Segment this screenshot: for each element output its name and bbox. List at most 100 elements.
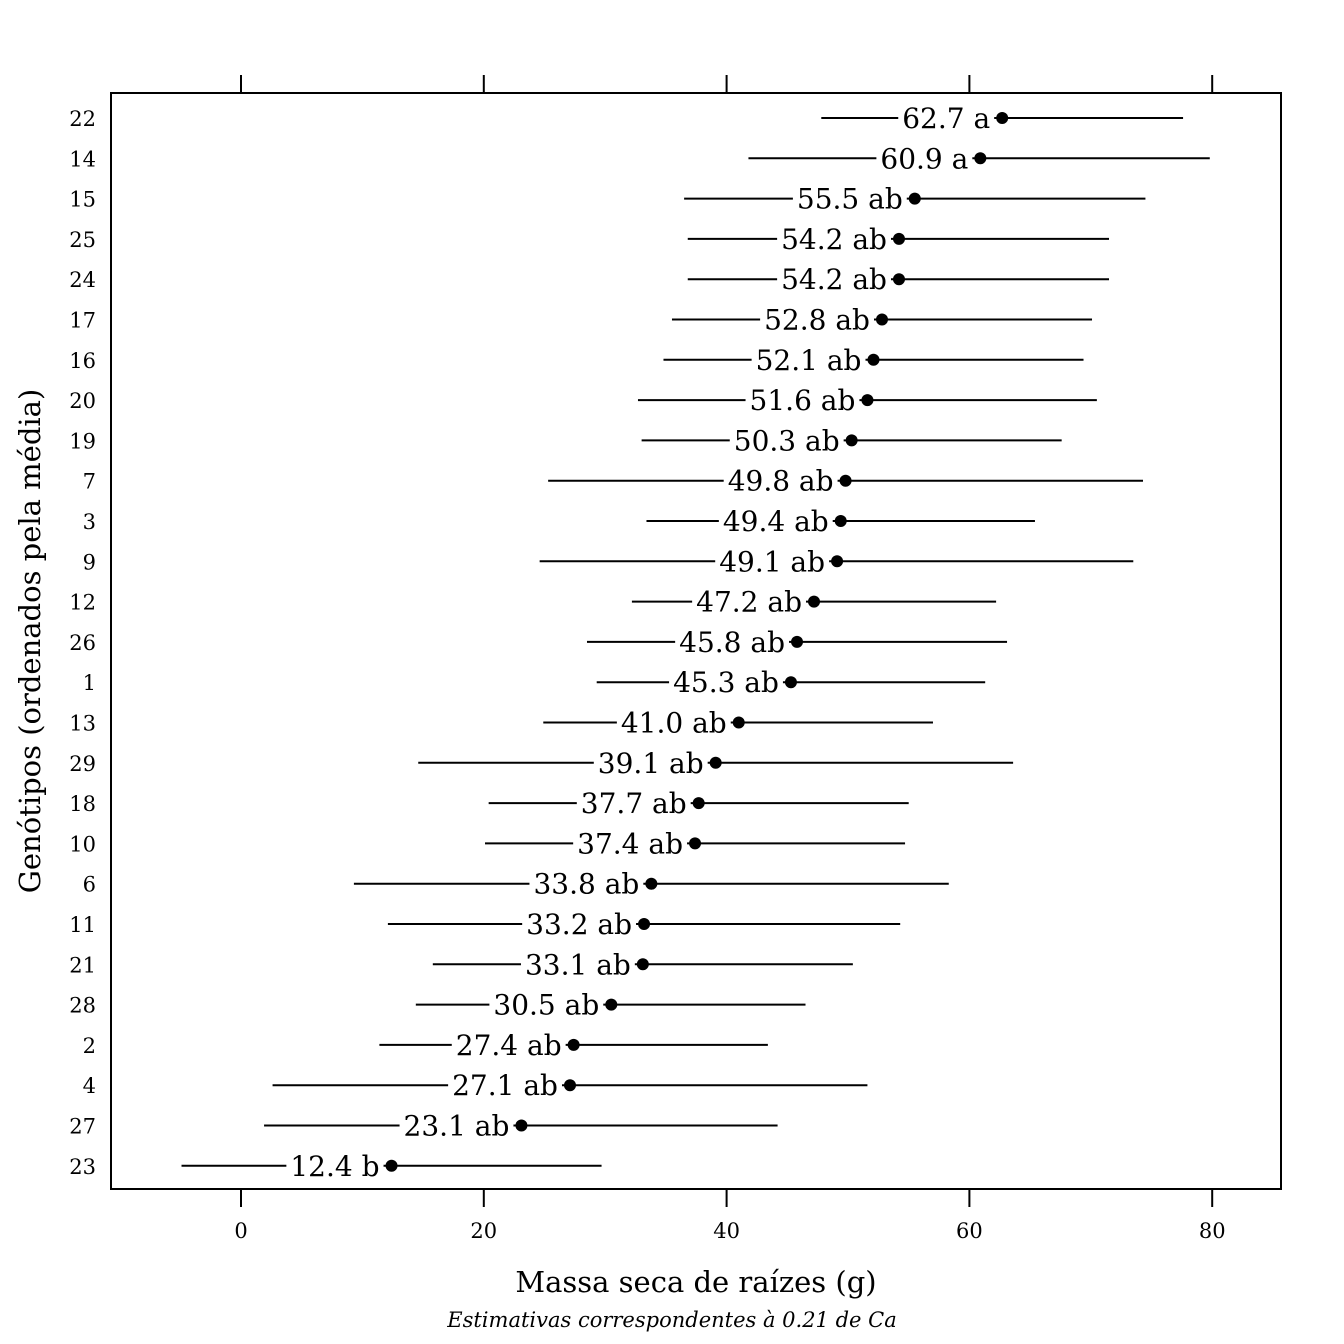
mean-point [638, 918, 651, 930]
mean-point [645, 877, 658, 890]
y-tick-label: 23 [69, 1155, 96, 1179]
y-tick-label: 24 [69, 268, 96, 292]
mean-point [831, 555, 844, 568]
mean-label: 39.1 ab [598, 747, 704, 780]
y-tick-label: 4 [83, 1074, 96, 1098]
plot-frame [110, 92, 1282, 1190]
mean-label-background [489, 1001, 604, 1008]
mean-label-background [876, 155, 973, 162]
mean-point [692, 797, 705, 810]
top-axis [240, 75, 1214, 93]
mean-label: 49.1 ab [719, 545, 825, 578]
x-axis-title: Massa seca de raízes (g) [515, 1265, 876, 1299]
y-tick-label: 11 [69, 913, 96, 937]
mean-label-background [898, 115, 995, 121]
y-tick-label: 18 [69, 792, 96, 816]
y-tick-label: 25 [69, 228, 96, 252]
mean-label: 45.3 ab [673, 666, 779, 699]
mean-label-background [448, 1082, 562, 1089]
mean-point [567, 1038, 580, 1051]
y-tick-label: 10 [69, 832, 96, 856]
mean-point [515, 1119, 528, 1132]
mean-label: 27.4 ab [456, 1029, 562, 1062]
mean-point [732, 716, 745, 729]
mean-label-background [751, 356, 866, 363]
mean-label-background [669, 679, 783, 686]
mean-label: 41.0 ab [621, 707, 727, 740]
y-tick-label: 6 [83, 873, 96, 897]
chart-subtitle: Estimativas correspondentes à 0.21 de Ca [446, 1308, 896, 1332]
mean-label-background [616, 719, 731, 726]
mean-point [636, 958, 649, 971]
mean-label: 47.2 ab [696, 586, 802, 619]
y-tick-label: 17 [69, 309, 96, 333]
mean-label: 45.8 ab [679, 626, 785, 659]
mean-label-background [715, 558, 830, 565]
y-tick-label: 21 [69, 953, 96, 977]
mean-label: 60.9 a [880, 142, 968, 175]
mean-label-background [729, 437, 844, 444]
mean-label: 51.6 ab [750, 384, 856, 417]
y-tick-label: 16 [69, 349, 96, 373]
mean-point [892, 232, 905, 245]
y-tick-label: 26 [69, 631, 96, 655]
mean-label-background [529, 880, 644, 887]
y-tick-label: 14 [69, 147, 96, 171]
mean-label-background [792, 195, 907, 202]
mean-label: 50.3 ab [734, 424, 840, 457]
mean-point [845, 434, 858, 447]
mean-point [385, 1159, 398, 1172]
mean-label: 33.1 ab [525, 948, 631, 981]
mean-point [974, 152, 987, 165]
x-tick-label: 0 [234, 1219, 247, 1243]
mean-label-background [723, 477, 838, 484]
x-tick-label: 60 [956, 1219, 983, 1243]
y-tick-label: 12 [69, 591, 96, 615]
mean-point [563, 1079, 576, 1092]
y-axis: 2214152524171620197391226113291810611212… [69, 107, 96, 1179]
mean-point [996, 112, 1009, 124]
mean-label-background [718, 518, 833, 524]
mean-point [908, 192, 921, 205]
mean-label: 37.7 ab [581, 787, 687, 820]
mean-point [605, 998, 618, 1011]
mean-label-background [777, 235, 891, 242]
mean-label: 52.8 ab [764, 304, 870, 337]
mean-label-background [777, 276, 891, 283]
mean-label: 62.7 a [902, 102, 990, 135]
mean-point [791, 635, 804, 648]
y-tick-label: 9 [83, 550, 96, 574]
mean-label: 52.1 ab [756, 344, 862, 377]
mean-label: 49.8 ab [728, 465, 834, 498]
mean-label: 33.8 ab [533, 868, 639, 901]
mean-label: 37.4 ab [577, 827, 683, 860]
mean-point [892, 273, 905, 286]
mean-point [867, 353, 880, 366]
plot-marks: 62.7 a 60.9 a 55.5 ab 54.2 ab 54.2 ab 52.8 ab… [181, 102, 1210, 1183]
mean-label-background [573, 840, 688, 847]
mean-label-background [520, 961, 635, 968]
mean-point [834, 515, 847, 527]
mean-label: 30.5 ab [493, 989, 599, 1022]
x-tick-label: 20 [470, 1219, 497, 1243]
bottom-axis: 0 20 40 60 80 [234, 1189, 1226, 1243]
y-tick-label: 3 [83, 510, 96, 534]
mean-label-background [692, 598, 807, 605]
x-tick-label: 40 [713, 1219, 740, 1243]
mean-label: 49.4 ab [723, 505, 829, 538]
mean-label: 12.4 b [290, 1150, 379, 1183]
mean-label-background [745, 397, 860, 404]
mean-label: 55.5 ab [797, 183, 903, 216]
y-tick-label: 29 [69, 752, 96, 776]
y-tick-label: 15 [69, 188, 96, 212]
y-tick-label: 28 [69, 994, 96, 1018]
y-tick-label: 20 [69, 389, 96, 413]
mean-label: 27.1 ab [452, 1069, 558, 1102]
y-tick-label: 1 [83, 671, 96, 695]
mean-point [861, 394, 874, 407]
mean-label-background [576, 800, 691, 807]
mean-point [875, 313, 888, 326]
mean-point [709, 756, 722, 769]
